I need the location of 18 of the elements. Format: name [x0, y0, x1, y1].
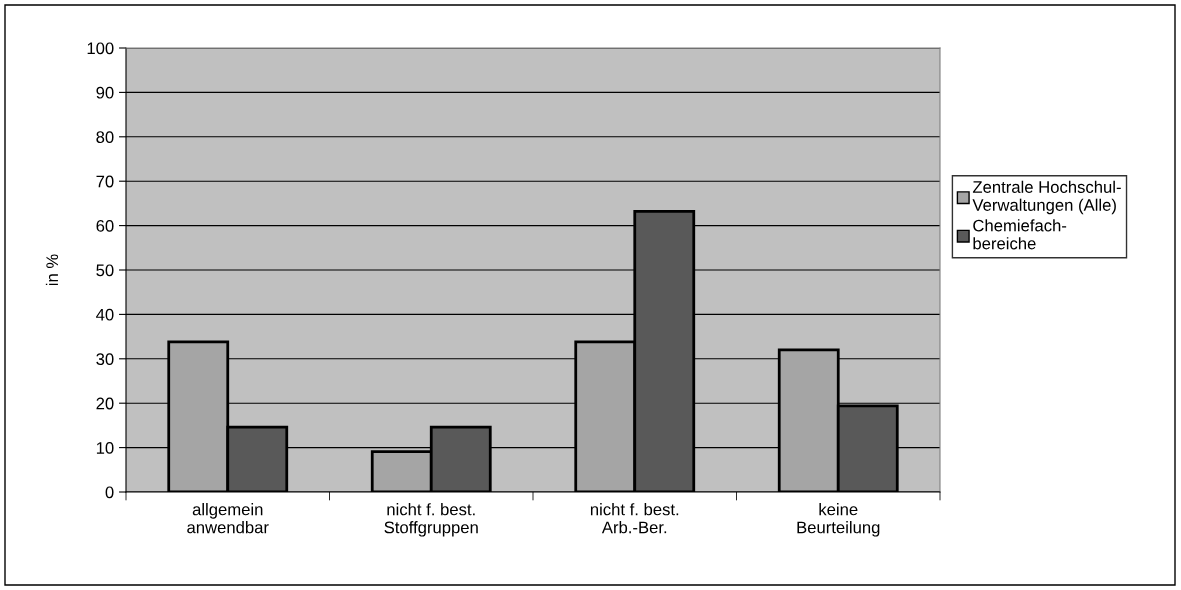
y-tick-label: 90: [96, 86, 114, 99]
x-tick-label: nicht f. best. Stoffgruppen: [384, 503, 478, 537]
legend-label: Zentrale Hochschul- Verwaltungen (Alle): [972, 180, 1121, 215]
y-tick-label: 80: [96, 131, 114, 143]
y-axis-title: in %: [45, 254, 59, 286]
y-tick-label: 60: [96, 220, 114, 232]
y-tick-label: 70: [96, 175, 114, 188]
legend-label: Chemiefach- bereiche: [973, 219, 1067, 250]
y-tick-label: 40: [96, 308, 114, 321]
y-tick-label: 100: [87, 42, 114, 55]
y-tick-label: 20: [96, 397, 114, 410]
y-tick-label: 10: [96, 442, 114, 454]
y-tick-label: 30: [96, 353, 114, 365]
x-tick-label: nicht f. best. Arb.-Ber.: [590, 503, 679, 534]
y-tick-label: 50: [96, 264, 114, 277]
y-tick-label: 0: [105, 486, 114, 499]
x-tick-label: keine Beurteilung: [797, 503, 880, 537]
x-tick-label: allgemein anwendbar: [187, 503, 269, 534]
